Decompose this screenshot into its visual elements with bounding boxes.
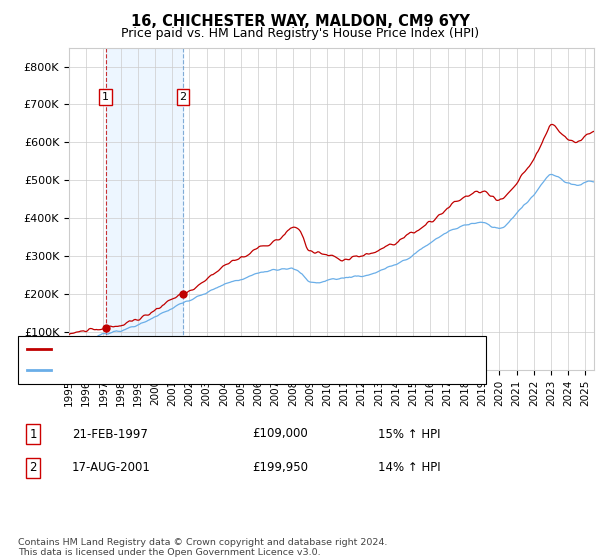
Text: 1: 1: [102, 92, 109, 102]
Text: 2: 2: [29, 461, 37, 474]
Text: £109,000: £109,000: [252, 427, 308, 441]
Text: 2: 2: [179, 92, 187, 102]
Text: 1: 1: [29, 427, 37, 441]
Text: 21-FEB-1997: 21-FEB-1997: [72, 427, 148, 441]
Text: 16, CHICHESTER WAY, MALDON, CM9 6YY (detached house): 16, CHICHESTER WAY, MALDON, CM9 6YY (det…: [55, 344, 388, 354]
Text: 14% ↑ HPI: 14% ↑ HPI: [378, 461, 440, 474]
Text: 15% ↑ HPI: 15% ↑ HPI: [378, 427, 440, 441]
Bar: [106, 48, 183, 370]
Text: HPI: Average price, detached house, Maldon: HPI: Average price, detached house, Mald…: [55, 365, 302, 375]
Text: 17-AUG-2001: 17-AUG-2001: [72, 461, 151, 474]
Text: Contains HM Land Registry data © Crown copyright and database right 2024.
This d: Contains HM Land Registry data © Crown c…: [18, 538, 388, 557]
Text: Price paid vs. HM Land Registry's House Price Index (HPI): Price paid vs. HM Land Registry's House …: [121, 27, 479, 40]
Text: £199,950: £199,950: [252, 461, 308, 474]
Text: 16, CHICHESTER WAY, MALDON, CM9 6YY: 16, CHICHESTER WAY, MALDON, CM9 6YY: [131, 14, 469, 29]
